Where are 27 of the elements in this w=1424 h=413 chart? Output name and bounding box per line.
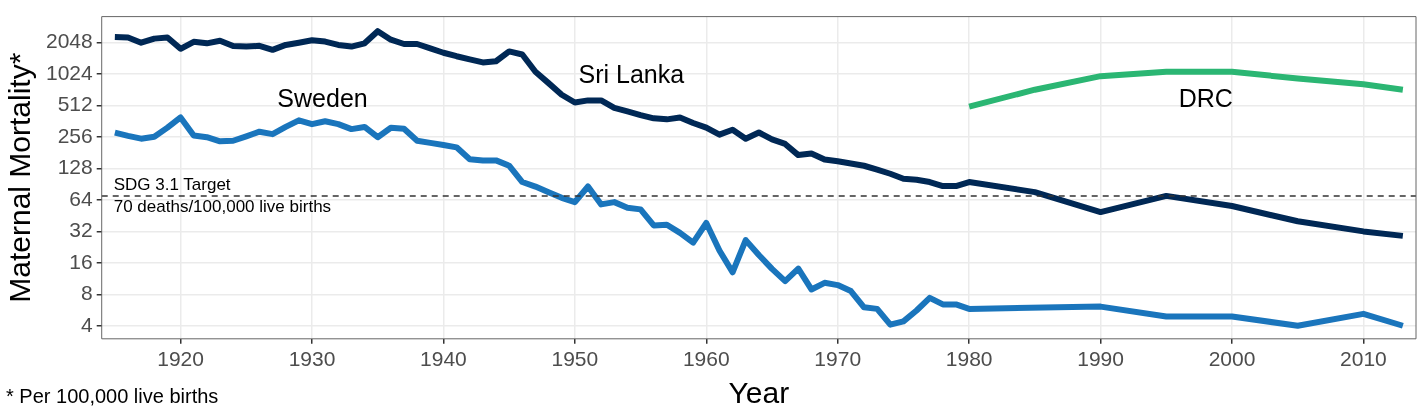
y-tick-label: 16 (69, 249, 93, 273)
series-label: Sri Lanka (578, 60, 685, 89)
series-label: DRC (1178, 84, 1233, 113)
x-tick-label: 1960 (682, 347, 730, 371)
x-tick-label: 1940 (420, 347, 467, 371)
y-tick-label: 64 (69, 186, 94, 210)
text: * Per 100,000 live births (6, 384, 219, 407)
y-tick-label: 1024 (46, 60, 94, 84)
x-tick-label: 2000 (1208, 347, 1256, 371)
x-tick-label: 1920 (157, 347, 204, 371)
ref-line-label: SDG 3.1 Target 70 deaths/100,000 live births (113, 175, 332, 217)
x-tick-label: 2010 (1340, 347, 1387, 371)
y-tick-label: 256 (57, 123, 93, 147)
series-label: Sweden (277, 84, 368, 113)
y-tick-label: 512 (57, 92, 93, 116)
x-tick-label: 1950 (551, 347, 599, 371)
x-tick-label: 1970 (814, 347, 862, 371)
y-tick-label: 128 (57, 155, 93, 179)
y-axis-title: Maternal Mortality* (3, 52, 37, 303)
y-tick-label: 4 (81, 312, 94, 336)
y-tick-label: 32 (69, 218, 93, 242)
x-axis-title: Year (728, 376, 790, 410)
y-tick-label: 2048 (46, 29, 93, 53)
y-tick-label: 8 (81, 281, 93, 305)
x-tick-label: 1990 (1077, 347, 1124, 371)
x-tick-label: 1980 (945, 347, 993, 371)
x-tick-label: 1930 (288, 347, 336, 371)
